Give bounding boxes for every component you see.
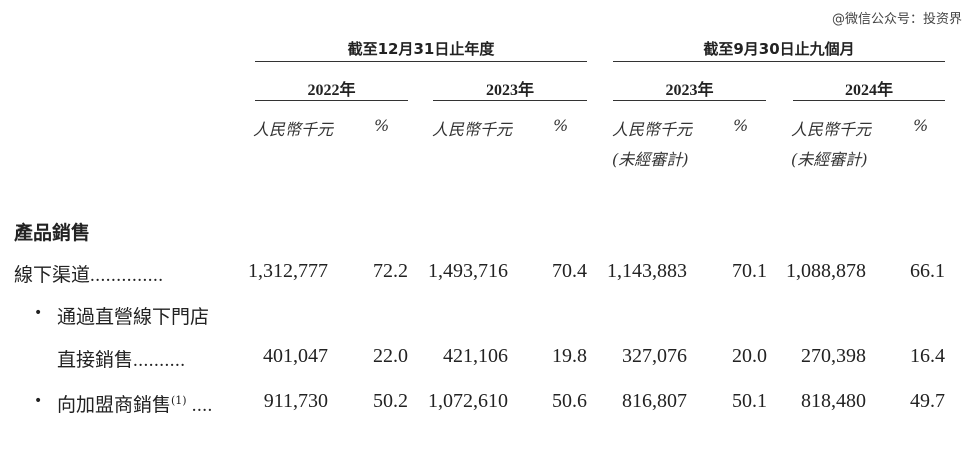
- unit-unaudited-2024-9m: (未經審計): [791, 150, 868, 169]
- period-header-fiscal-year: 截至12月31日止年度: [347, 40, 495, 58]
- cell-franchisee-2024-9m-amount: 818,480: [801, 390, 866, 412]
- cell-offline-2023fy-amount: 1,493,716: [428, 260, 508, 282]
- row-label-direct-line1: 通過直營線下門店: [57, 306, 210, 328]
- cell-franchisee-2023fy-amount: 1,072,610: [428, 390, 508, 412]
- footnote-marker: (1): [171, 394, 187, 407]
- cell-offline-2024-9m-amount: 1,088,878: [786, 260, 866, 282]
- unit-percent-2023-9m: %: [733, 116, 749, 135]
- period-rule-fiscal-year: [255, 61, 587, 62]
- leader-dots: ..........: [133, 350, 186, 371]
- row-label-text: 向加盟商銷售: [57, 394, 172, 416]
- cell-franchisee-2023-9m-amount: 816,807: [622, 390, 687, 412]
- unit-amount-2023-9m: 人民幣千元: [612, 120, 693, 139]
- cell-direct-2023fy-amount: 421,106: [443, 345, 508, 367]
- row-label-direct-sales: 直接銷售..........: [57, 345, 186, 372]
- cell-direct-2024-9m-percent: 16.4: [910, 345, 945, 367]
- cell-offline-2023fy-percent: 70.4: [552, 260, 587, 282]
- cell-franchisee-2022-percent: 50.2: [373, 390, 408, 412]
- year-rule-2022: [255, 100, 408, 101]
- period-rule-nine-months: [613, 61, 945, 62]
- bullet-icon: •: [34, 305, 43, 321]
- bullet-icon: •: [34, 393, 43, 409]
- cell-franchisee-2023-9m-percent: 50.1: [732, 390, 767, 412]
- row-label-text: 線下渠道: [14, 264, 91, 286]
- year-rule-2024-9m: [793, 100, 945, 101]
- cell-offline-2022-amount: 1,312,777: [248, 260, 328, 282]
- row-label-offline-channels: 線下渠道..............: [14, 260, 164, 287]
- cell-direct-2023fy-percent: 19.8: [552, 345, 587, 367]
- leader-dots: ..............: [90, 265, 164, 286]
- cell-offline-2022-percent: 72.2: [373, 260, 408, 282]
- cell-direct-2023-9m-percent: 20.0: [732, 345, 767, 367]
- unit-amount-2024-9m: 人民幣千元: [791, 120, 872, 139]
- cell-direct-2024-9m-amount: 270,398: [801, 345, 866, 367]
- cell-offline-2023-9m-percent: 70.1: [732, 260, 767, 282]
- cell-franchisee-2024-9m-percent: 49.7: [910, 390, 945, 412]
- cell-franchisee-2022-amount: 911,730: [263, 390, 328, 412]
- unit-amount-2023-fy: 人民幣千元: [432, 120, 513, 139]
- unit-percent-2023-fy: %: [553, 116, 569, 135]
- year-header-2022: 2022年: [307, 82, 356, 99]
- year-rule-2023-fy: [433, 100, 587, 101]
- unit-percent-2024-9m: %: [913, 116, 929, 135]
- period-header-nine-months: 截至9月30日止九個月: [703, 40, 855, 58]
- unit-unaudited-2023-9m: (未經審計): [612, 150, 689, 169]
- unit-amount-2022: 人民幣千元: [253, 120, 334, 139]
- cell-direct-2022-amount: 401,047: [263, 345, 328, 367]
- cell-franchisee-2023fy-percent: 50.6: [552, 390, 587, 412]
- watermark-text: @微信公众号：投资界: [831, 12, 962, 27]
- row-label-text: 直接銷售: [57, 349, 134, 371]
- year-header-2023-fy: 2023年: [485, 82, 534, 99]
- year-rule-2023-9m: [613, 100, 766, 101]
- year-header-2023-9m: 2023年: [665, 82, 714, 99]
- row-label-franchisee-sales: 向加盟商銷售(1) ....: [57, 390, 213, 417]
- leader-dots: ....: [191, 395, 213, 416]
- cell-direct-2023-9m-amount: 327,076: [622, 345, 687, 367]
- year-header-2024-9m: 2024年: [844, 82, 893, 99]
- cell-offline-2024-9m-percent: 66.1: [910, 260, 945, 282]
- cell-offline-2023-9m-amount: 1,143,883: [607, 260, 687, 282]
- unit-percent-2022: %: [374, 116, 390, 135]
- cell-direct-2022-percent: 22.0: [373, 345, 408, 367]
- section-title: 產品銷售: [14, 222, 91, 244]
